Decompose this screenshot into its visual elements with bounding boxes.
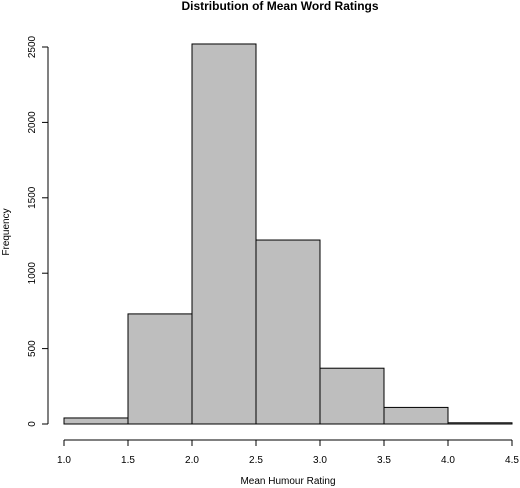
y-axis-label: Frequency xyxy=(1,208,12,255)
histogram-bar xyxy=(127,313,193,425)
y-tick-label: 2000 xyxy=(27,111,38,134)
histogram-bar xyxy=(319,367,385,425)
y-axis: 0 500 1000 1500 2000 2500 xyxy=(27,35,49,427)
bars-group xyxy=(63,43,513,425)
x-tick-label: 1.5 xyxy=(121,455,135,466)
histogram-bar xyxy=(383,406,449,425)
x-tick-label: 2.0 xyxy=(185,455,199,466)
histogram-bar xyxy=(255,239,321,425)
y-tick-label: 500 xyxy=(27,340,38,357)
x-axis: 1.0 1.5 2.0 2.5 3.0 3.5 4.0 4.5 xyxy=(57,439,519,466)
x-tick-label: 3.5 xyxy=(377,455,391,466)
y-tick-label: 1500 xyxy=(27,186,38,209)
histogram-bar xyxy=(63,417,129,425)
x-tick-label: 4.5 xyxy=(505,455,519,466)
x-tick-label: 3.0 xyxy=(313,455,327,466)
x-tick-label: 2.5 xyxy=(249,455,263,466)
histogram-bar xyxy=(191,43,257,425)
chart-title: Distribution of Mean Word Ratings xyxy=(181,0,378,13)
histogram-bar xyxy=(447,422,513,425)
y-tick-label: 1000 xyxy=(27,262,38,285)
x-axis-label: Mean Humour Rating xyxy=(240,476,335,487)
y-tick-label: 2500 xyxy=(27,35,38,58)
y-tick-label: 0 xyxy=(27,421,38,427)
x-tick-label: 4.0 xyxy=(441,455,455,466)
x-tick-label: 1.0 xyxy=(57,455,71,466)
